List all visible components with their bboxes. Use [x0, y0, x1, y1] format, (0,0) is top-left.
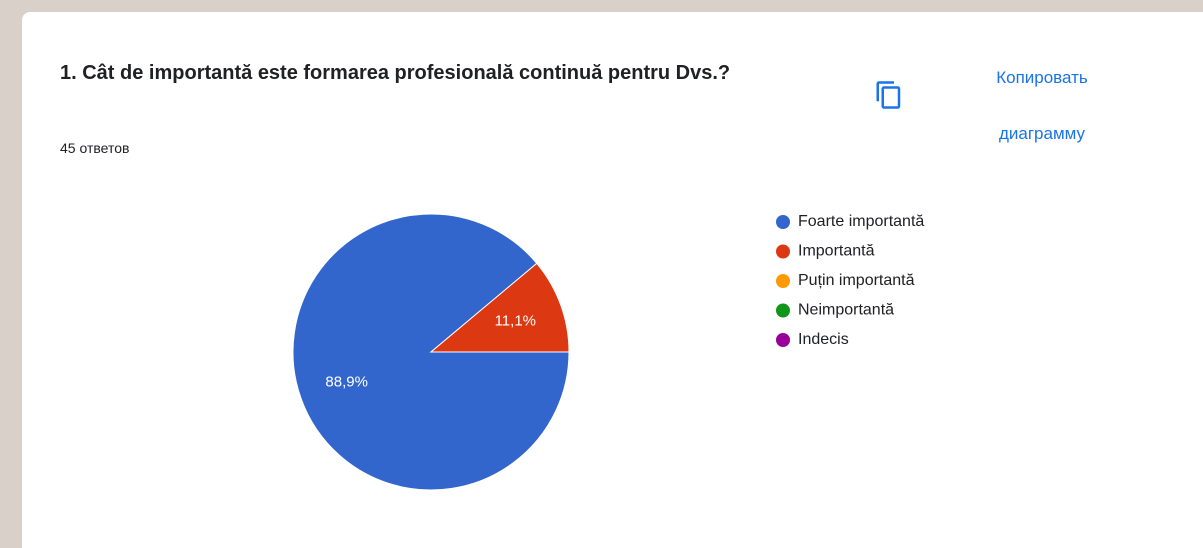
legend-label: Indecis — [798, 331, 849, 348]
legend-label: Importantă — [798, 243, 875, 260]
slice-label: 11,1% — [495, 312, 536, 329]
legend-swatch — [776, 333, 790, 347]
legend-label: Neimportantă — [798, 302, 894, 319]
response-count: 45 ответов — [60, 140, 130, 156]
legend-label: Puțin importantă — [798, 272, 915, 289]
question-title: 1. Cât de importantă este formarea profe… — [60, 62, 731, 84]
copy-chart-button[interactable]: Копировать диаграмму — [996, 68, 1088, 143]
legend-swatch — [776, 215, 790, 229]
copy-icon[interactable] — [874, 80, 904, 110]
legend-label: Foarte importantă — [798, 213, 924, 230]
card: 1. Cât de importantă este formarea profe… — [22, 12, 1203, 548]
slice-label: 88,9% — [325, 374, 368, 391]
legend-swatch — [776, 303, 790, 318]
legend-swatch — [776, 274, 790, 288]
pie-slice — [429, 262, 570, 353]
legend-swatch — [776, 244, 790, 259]
